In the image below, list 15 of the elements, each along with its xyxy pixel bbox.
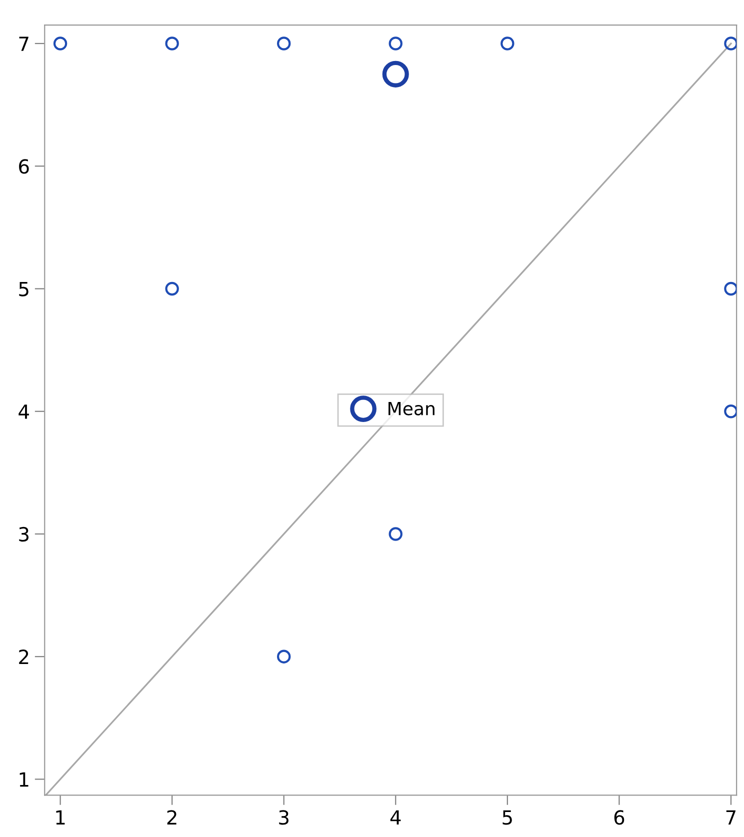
y-tick-label: 2	[19, 650, 28, 664]
x-tick-label: 1	[56, 810, 65, 825]
y-tick-label: 6	[19, 159, 29, 174]
legend-label: Mean	[388, 402, 434, 416]
y-tick-label: 3	[19, 526, 28, 542]
y-tick-label: 5	[19, 282, 28, 296]
y-tick-label: 4	[18, 404, 29, 419]
x-tick-label: 2	[167, 810, 176, 825]
x-tick-label: 5	[502, 810, 512, 825]
y-tick-label: 7	[19, 36, 28, 51]
x-tick-label: 6	[614, 810, 624, 825]
x-tick-label: 7	[726, 810, 736, 825]
x-tick-label: 4	[390, 810, 401, 825]
x-tick-label: 3	[279, 810, 288, 825]
y-tick-label: 1	[20, 772, 28, 787]
